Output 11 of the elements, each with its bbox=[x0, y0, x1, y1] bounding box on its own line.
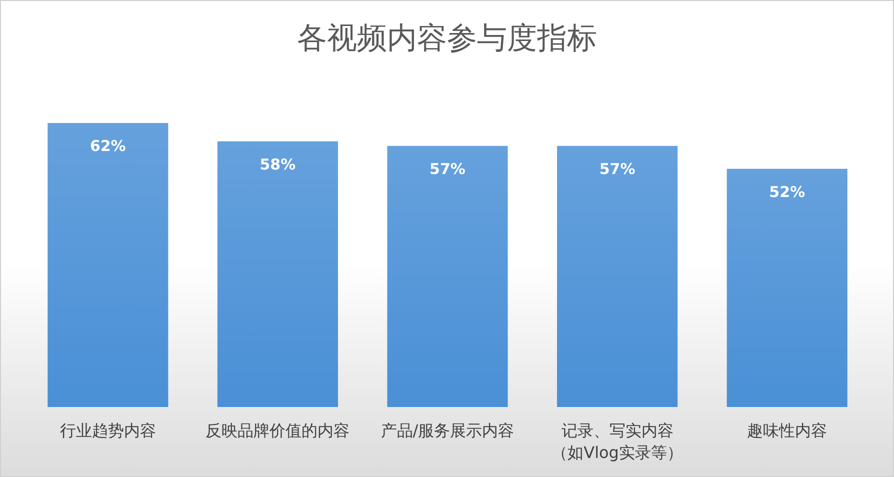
data-label: 62% bbox=[90, 137, 126, 155]
x-tick-label: 产品/服务展示内容 bbox=[380, 421, 514, 440]
data-label: 52% bbox=[769, 182, 806, 201]
x-tick-label: 记录、写实内容（如Vlog实录等） bbox=[552, 421, 683, 462]
x-tick-label: 行业趋势内容 bbox=[60, 421, 156, 440]
x-tick-label: 趣味性内容 bbox=[747, 421, 828, 440]
data-label: 58% bbox=[260, 155, 296, 174]
data-label: 57% bbox=[599, 160, 636, 178]
chart-title: 各视频内容参与度指标 bbox=[297, 21, 597, 56]
x-tick-label: 反映品牌价值的内容 bbox=[206, 421, 350, 440]
data-label: 57% bbox=[430, 160, 466, 178]
